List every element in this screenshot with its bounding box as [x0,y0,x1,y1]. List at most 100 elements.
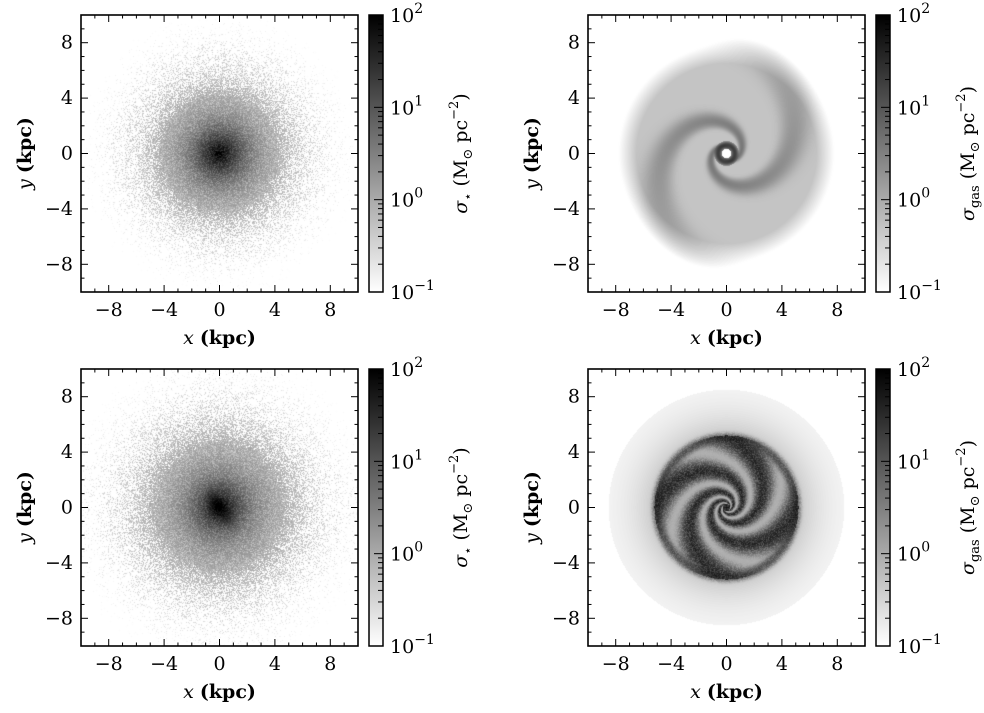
tick-base: 10 [897,359,921,381]
y-tick-label: 0 [61,143,73,165]
colorbar-tick-label: 10−1 [390,278,435,304]
x-tick-label: −4 [150,653,178,675]
colorbar-label-subscript: gas [968,185,983,208]
y-tick-label: −4 [552,552,580,574]
y-tick-label: −4 [45,552,73,574]
x-axis-label: x (kpc) [183,327,256,349]
tick-exponent: −1 [414,632,435,648]
tick-base: 10 [897,97,921,119]
x-tick-label: 0 [213,653,225,675]
y-tick-label: 8 [568,32,580,54]
tick-base: 10 [897,451,921,473]
tick-exponent: 2 [921,355,930,371]
colorbar-label-unit-rest: pc [450,474,472,503]
x-tick-label: 0 [213,299,225,321]
colorbar-tick-label: 10−1 [390,632,435,658]
tick-exponent: 2 [414,355,423,371]
y-axis-var: y [521,527,543,545]
tick-exponent: −1 [921,278,942,294]
tick-exponent: 2 [921,1,930,17]
x-tick-label: −8 [602,299,630,321]
y-tick-label: 8 [61,386,73,408]
tick-exponent: 1 [921,93,930,109]
colorbar-top-right [876,15,890,292]
tick-base: 10 [897,544,921,566]
y-tick-label: 8 [568,386,580,408]
colorbar-top-left [369,15,383,292]
colorbar-tick-label: 102 [390,1,423,27]
colorbar-label-subscript: ⋆ [461,547,476,555]
y-axis-unit: (kpc) [14,117,36,173]
x-tick-label: −4 [657,299,685,321]
x-axis-unit: (kpc) [200,327,256,349]
colorbar-tick-label: 101 [390,93,423,119]
x-axis-label: x (kpc) [183,681,256,703]
colorbar-label-symbol: σ [957,207,979,221]
tick-base: 10 [390,190,414,212]
colorbar-label-symbol: σ [450,200,472,214]
tick-base: 10 [390,451,414,473]
tick-base: 10 [897,5,921,27]
x-tick-label: 8 [831,653,843,675]
y-tick-label: 4 [568,441,580,463]
x-axis-label: x (kpc) [690,327,763,349]
tick-base: 10 [390,636,414,658]
y-tick-label: 4 [61,441,73,463]
colorbar-label-subscript: ⋆ [461,193,476,201]
tick-exponent: 2 [414,1,423,17]
tick-exponent: −1 [921,632,942,648]
y-axis-unit: (kpc) [521,471,543,527]
colorbar-label-symbol: σ [450,554,472,568]
colorbar-label-unit: (M [957,506,979,539]
colorbar-label-unit: (M [957,152,979,185]
x-tick-label: −4 [657,653,685,675]
colorbar-label-superscript: −2 [954,447,969,466]
colorbar-tick-label: 101 [390,447,423,473]
colorbar-tick-label: 100 [390,540,423,566]
x-axis-var: x [183,327,200,349]
x-axis-label: x (kpc) [690,681,763,703]
tick-base: 10 [390,544,414,566]
colorbar-label-unit-subscript: ⊙ [461,149,476,160]
colorbar-label: σgas (M⊙ pc−2) [954,440,983,575]
y-tick-label: −4 [45,198,73,220]
colorbar-label-unit-subscript: ⊙ [461,503,476,514]
colorbar-label-unit-rest: pc [450,120,472,149]
y-tick-label: −8 [552,253,580,275]
y-axis-unit: (kpc) [521,117,543,173]
colorbar-label-close: ) [957,440,979,447]
colorbar-bottom-left [369,369,383,646]
x-tick-label: −4 [150,299,178,321]
y-tick-label: 4 [61,87,73,109]
x-tick-label: 8 [324,299,336,321]
y-tick-label: −4 [552,198,580,220]
x-tick-label: 8 [324,653,336,675]
y-axis-label: y (kpc) [521,117,543,191]
colorbar-label-close: ) [450,447,472,454]
y-axis-label: y (kpc) [521,471,543,545]
tick-base: 10 [897,636,921,658]
x-tick-label: 0 [720,299,732,321]
tick-base: 10 [897,190,921,212]
y-tick-label: 0 [568,143,580,165]
x-tick-label: −8 [602,653,630,675]
x-axis-unit: (kpc) [707,681,763,703]
density-map-top-right [588,15,865,292]
density-map-bottom-right [588,369,865,646]
density-map-top-left [81,15,358,292]
y-axis-label: y (kpc) [14,117,36,191]
tick-exponent: 0 [414,186,423,202]
colorbar-label: σ⋆ (M⊙ pc−2) [447,93,476,213]
x-axis-var: x [690,327,707,349]
y-tick-label: 0 [568,497,580,519]
colorbar-label-superscript: −2 [447,455,462,474]
y-tick-label: −8 [45,607,73,629]
tick-exponent: 0 [414,540,423,556]
tick-base: 10 [390,97,414,119]
colorbar-tick-label: 10−1 [897,632,942,658]
y-tick-label: 8 [61,32,73,54]
colorbar-label-superscript: −2 [447,101,462,120]
x-tick-label: 4 [269,653,281,675]
